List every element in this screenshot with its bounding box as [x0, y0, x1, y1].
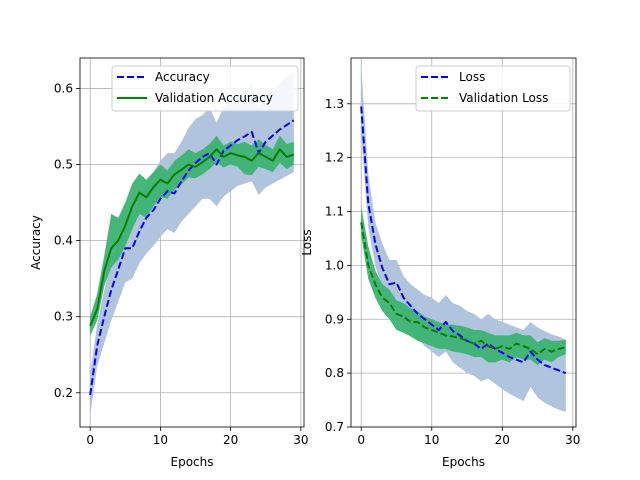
accuracy-y-tick-label-1: 0.3: [54, 310, 73, 324]
accuracy-x-axis-label: Epochs: [171, 455, 214, 469]
legend-validation-loss-label: Validation Loss: [459, 91, 548, 105]
legend-validation-accuracy-label: Validation Accuracy: [155, 91, 273, 105]
accuracy-x-tick-label-1: 10: [153, 433, 168, 447]
loss-legend-box: [415, 65, 571, 112]
accuracy-series-1-line: [89, 148, 295, 327]
accuracy-y-tick-label-2: 0.4: [54, 234, 73, 248]
loss-y-tick-label-2: 0.9: [325, 312, 344, 326]
loss-lines: [360, 106, 567, 375]
accuracy-y-axis-label: Accuracy: [29, 215, 43, 270]
accuracy-y-tick-label-3: 0.5: [54, 158, 73, 172]
accuracy-axes-frame: [79, 57, 305, 428]
loss-y-axis-label: Loss: [300, 229, 314, 255]
accuracy-x-tick-label-0: 0: [86, 433, 94, 447]
accuracy-ticks: 0 10 20 30 0.2 0.3 0.4 0.5 0.6: [54, 81, 309, 447]
accuracy-series-0-line: [89, 119, 295, 396]
loss-y-tick-label-6: 1.3: [325, 97, 344, 111]
loss-ticks: 0 10 20 30 0.7 0.8 0.9 1.0 1.1 1.2 1.3: [325, 97, 581, 447]
loss-bands: [361, 66, 566, 412]
loss-y-tick-label-5: 1.2: [325, 151, 344, 165]
loss-legend: Loss Validation Loss: [415, 65, 571, 112]
loss-x-tick-label-2: 20: [495, 433, 510, 447]
accuracy-legend: Accuracy Validation Accuracy: [111, 65, 299, 112]
accuracy-lines: [89, 119, 295, 396]
accuracy-series-1-band: [90, 135, 294, 336]
accuracy-y-tick-label-4: 0.6: [54, 81, 73, 95]
accuracy-y-tick-label-0: 0.2: [54, 386, 73, 400]
loss-y-tick-label-4: 1.1: [325, 205, 344, 219]
loss-subplot: 0 10 20 30 0.7 0.8 0.9 1.0 1.1 1.2 1.3 Epochs Loss…: [300, 57, 581, 469]
legend-loss-label: Loss: [459, 70, 485, 84]
loss-series-1-band: [361, 206, 566, 366]
loss-series-1-line: [360, 222, 566, 356]
loss-y-tick-label-3: 1.0: [325, 258, 344, 272]
accuracy-subplot: 0 10 20 30 0.2 0.3 0.4 0.5 0.6 Epochs Accuracy A…: [29, 57, 309, 469]
loss-x-tick-label-1: 10: [424, 433, 439, 447]
loss-x-tick-label-3: 30: [565, 433, 580, 447]
accuracy-x-tick-label-2: 20: [223, 433, 238, 447]
loss-series-0-line: [360, 106, 567, 375]
accuracy-legend-box: [111, 65, 299, 112]
loss-x-axis-label: Epochs: [442, 455, 485, 469]
loss-axes-frame: [350, 57, 577, 428]
accuracy-x-tick-label-3: 30: [293, 433, 308, 447]
accuracy-bands: [90, 71, 294, 416]
legend-accuracy-label: Accuracy: [155, 70, 210, 84]
loss-x-tick-label-0: 0: [357, 433, 365, 447]
loss-y-tick-label-0: 0.7: [325, 420, 344, 434]
loss-y-tick-label-1: 0.8: [325, 366, 344, 380]
